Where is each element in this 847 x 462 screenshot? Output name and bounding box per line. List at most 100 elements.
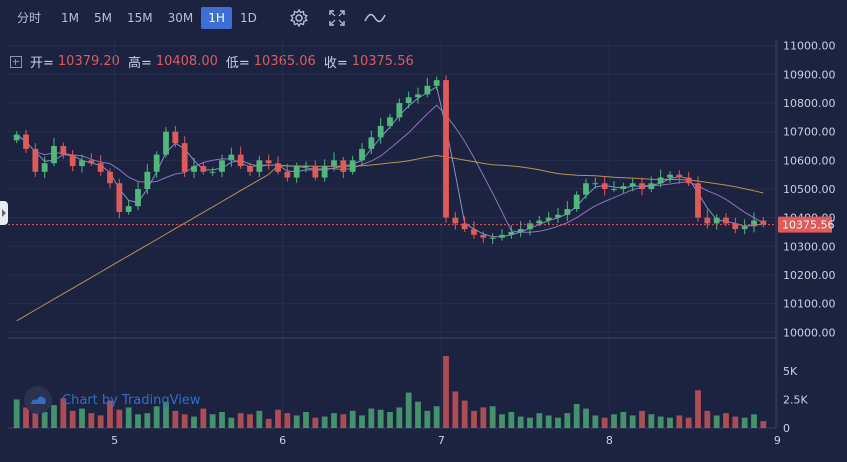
interval-button-1H[interactable]: 1H: [201, 7, 232, 29]
price-tick-label: 10100.00: [783, 298, 836, 311]
price-tick-label: 11000.00: [783, 40, 836, 53]
expand-legend-icon[interactable]: [10, 55, 22, 68]
volume-bar: [564, 413, 571, 428]
volume-bar: [685, 417, 692, 428]
candle: [237, 154, 244, 167]
ma-line-medium: [16, 104, 764, 233]
candle: [564, 209, 571, 215]
volume-bar: [284, 413, 291, 428]
price-tick-label: 10400.00: [783, 212, 836, 225]
candle: [611, 189, 617, 190]
tradingview-watermark[interactable]: Chart by TradingView: [24, 386, 200, 414]
open-label: 开=: [30, 56, 54, 71]
volume-bar: [331, 413, 337, 428]
volume-bar: [191, 416, 197, 428]
volume-bar: [275, 409, 281, 428]
interval-button-30M[interactable]: 30M: [167, 11, 194, 25]
candle: [107, 171, 113, 184]
candle: [60, 146, 67, 155]
open-value: 10379.20: [57, 54, 120, 69]
volume-bar: [713, 415, 720, 428]
volume-bar: [760, 421, 767, 428]
volume-bar: [41, 412, 48, 428]
price-tick-label: 10900.00: [783, 68, 836, 81]
volume-bar: [247, 414, 253, 428]
volume-bar: [349, 410, 356, 428]
volume-bar: [667, 417, 673, 428]
candle: [209, 171, 216, 173]
volume-tick-label: 0: [783, 422, 790, 435]
volume-bar: [508, 412, 515, 428]
volume-bar: [583, 408, 589, 428]
volume-bar: [489, 406, 496, 428]
candle: [555, 214, 561, 218]
interval-button-5M[interactable]: 5M: [94, 11, 113, 25]
candle: [667, 174, 673, 178]
candle: [676, 174, 683, 178]
candle: [69, 154, 76, 167]
volume-bar: [471, 410, 477, 428]
volume-bar: [265, 418, 272, 428]
volume-bar: [741, 417, 748, 428]
fullscreen-icon[interactable]: [324, 7, 350, 29]
candle: [340, 160, 347, 172]
candle: [396, 103, 403, 118]
interval-button-15M[interactable]: 15M: [127, 11, 153, 25]
price-tick-label: 10300.00: [783, 240, 836, 253]
price-tick-label: 10800.00: [783, 97, 836, 110]
candle: [275, 163, 281, 172]
watermark-text: Chart by TradingView: [62, 392, 201, 408]
low-value: 10365.06: [253, 54, 316, 69]
candle: [527, 223, 533, 230]
candle: [303, 166, 309, 168]
interval-button-1D[interactable]: 1D: [239, 11, 257, 25]
interval-button-分时[interactable]: 分时: [17, 11, 42, 25]
candle: [79, 160, 85, 167]
candle: [741, 226, 748, 230]
candle: [153, 154, 160, 172]
candle: [41, 163, 48, 172]
volume-bar: [209, 414, 216, 428]
candle: [545, 217, 552, 221]
volume-bar: [723, 413, 729, 428]
gear-icon[interactable]: [286, 7, 312, 29]
volume-bar: [695, 390, 701, 428]
interval-button-1M[interactable]: 1M: [61, 11, 80, 25]
candle: [415, 94, 421, 98]
candle: [349, 160, 356, 172]
volume-bar: [657, 416, 664, 428]
ma-line-short: [16, 86, 764, 238]
volume-bar: [573, 404, 580, 428]
volume-bar: [751, 414, 757, 428]
ma-line-long: [16, 154, 764, 322]
volume-bar: [620, 412, 627, 428]
candle: [760, 220, 767, 225]
volume-bar: [732, 416, 739, 428]
close-label: 收=: [323, 56, 348, 71]
candle: [685, 177, 692, 184]
volume-bar: [480, 407, 487, 428]
candle: [200, 166, 207, 172]
candle: [97, 163, 104, 172]
volume-bar: [312, 417, 319, 428]
volume-bar: [97, 415, 104, 428]
volume-bar: [415, 401, 421, 428]
candle: [480, 234, 487, 238]
volume-bar: [601, 417, 608, 428]
volume-bar: [433, 406, 440, 428]
candle: [433, 80, 440, 86]
candle: [181, 143, 188, 172]
volume-bar: [359, 415, 365, 428]
candle: [573, 194, 580, 210]
candle: [125, 206, 132, 212]
candle: [13, 134, 20, 141]
line-style-icon[interactable]: [362, 7, 388, 29]
volume-bar: [387, 412, 393, 428]
volume-bar: [611, 414, 617, 428]
volume-bar: [219, 412, 225, 428]
candle: [312, 166, 319, 178]
candle: [629, 183, 636, 187]
last-price-label: 10375.56: [782, 219, 835, 232]
side-panel-handle[interactable]: [0, 201, 8, 225]
volume-bar: [443, 356, 449, 428]
